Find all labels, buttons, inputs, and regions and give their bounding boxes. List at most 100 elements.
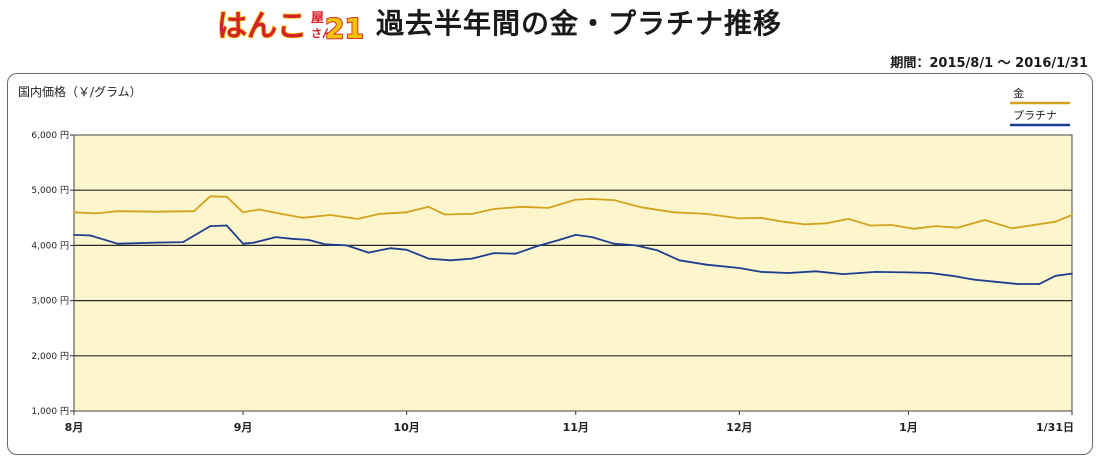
brand-logo: はんこ 屋 さん 21 [216,8,363,44]
svg-text:はんこ: はんこ [217,9,307,44]
data-point-gold [613,199,615,202]
data-point-gold [258,208,261,211]
period-range: 期間：2015/8/1 〜 2016/1/31 [890,56,1088,71]
svg-text:さん: さん [311,27,333,40]
data-point-platinum [274,236,277,239]
data-point-gold [378,213,381,215]
data-point-platinum [1016,283,1019,285]
data-point-gold [640,206,643,209]
data-point-gold [591,198,593,200]
y-tick-label: 1,000 円 [31,406,69,417]
data-point-platinum [389,247,392,250]
data-point-platinum [182,241,185,244]
data-point-platinum [874,271,877,273]
svg-text:屋: 屋 [311,11,324,26]
data-point-gold [956,226,959,229]
data-point-gold [869,224,872,227]
svg-text:21: 21 [325,12,363,44]
data-point-platinum [907,271,910,274]
y-axis-label: 国内価格（￥/グラム） [18,84,142,99]
data-point-platinum [591,236,593,239]
data-point-platinum [1071,272,1073,275]
data-point-gold [738,217,741,220]
data-point-platinum [116,242,119,245]
legend-label: 金 [1013,86,1024,100]
data-point-gold [94,212,97,215]
data-point-platinum [427,257,430,260]
data-point-platinum [1054,274,1057,277]
data-point-gold [803,223,806,226]
data-point-gold [471,213,473,215]
data-point-gold [983,219,986,221]
chart-frame [7,73,1093,455]
data-point-gold [934,225,937,228]
data-point-platinum [291,237,293,240]
data-point-platinum [574,234,577,236]
data-point-gold [427,205,430,208]
data-point-platinum [972,278,975,281]
data-point-platinum [705,263,708,266]
data-point-gold [302,216,304,219]
x-tick-label: 8月 [65,421,84,434]
data-point-platinum [307,239,310,241]
page-title: 過去半年間の金・プラチナ推移 [376,7,783,40]
data-point-platinum [787,272,790,274]
data-point-gold [705,213,708,215]
data-point-gold [225,195,228,198]
data-point-platinum [814,270,817,273]
y-tick-label: 2,000 円 [31,351,69,362]
data-point-gold [73,211,75,214]
data-point-platinum [225,224,228,227]
data-point-gold [356,218,359,220]
data-point-gold [1054,220,1057,223]
data-point-platinum [842,273,844,275]
data-point-gold [574,198,577,201]
data-point-gold [891,224,893,226]
data-point-gold [209,195,212,198]
data-point-gold [825,222,828,225]
data-point-gold [116,210,119,213]
data-point-platinum [89,234,92,237]
data-point-gold [193,210,195,213]
data-point-platinum [613,242,615,245]
series-line-platinum [73,224,1073,285]
data-point-gold [782,220,784,223]
data-point-platinum [536,245,539,247]
data-point-platinum [656,249,659,252]
data-point-platinum [449,259,452,262]
data-point-gold [912,227,915,230]
data-point-platinum [345,244,348,247]
data-point-platinum [514,252,517,255]
x-tick-label: 1月 [899,421,918,434]
data-point-platinum [634,244,637,247]
data-point-gold [520,205,523,208]
y-tick-label: 5,000 円 [31,185,69,196]
data-point-gold [760,216,762,219]
data-point-platinum [154,241,157,244]
x-tick-label: 1/31日 [1036,421,1074,434]
data-point-platinum [242,242,245,245]
x-tick-label: 10月 [394,421,420,434]
data-point-platinum [471,257,473,260]
data-point-platinum [209,225,212,228]
data-point-gold [329,214,332,216]
data-point-platinum [951,274,953,277]
data-point-platinum [405,248,408,251]
data-point-platinum [994,280,997,283]
x-tick-label: 12月 [726,421,752,434]
data-point-platinum [558,239,561,241]
data-point-platinum [678,259,681,262]
x-tick-label: 9月 [234,421,253,434]
data-point-gold [1032,224,1035,226]
data-point-platinum [738,267,741,269]
data-point-gold [1011,227,1013,230]
y-tick-label: 6,000 円 [31,130,69,141]
data-point-platinum [493,252,495,255]
y-tick-label: 3,000 円 [31,296,69,307]
data-point-platinum [1038,283,1041,285]
data-point-platinum [760,271,762,273]
data-point-gold [493,208,495,210]
data-point-platinum [929,272,932,274]
legend-label: プラチナ [1013,109,1057,122]
data-point-gold [154,210,157,213]
